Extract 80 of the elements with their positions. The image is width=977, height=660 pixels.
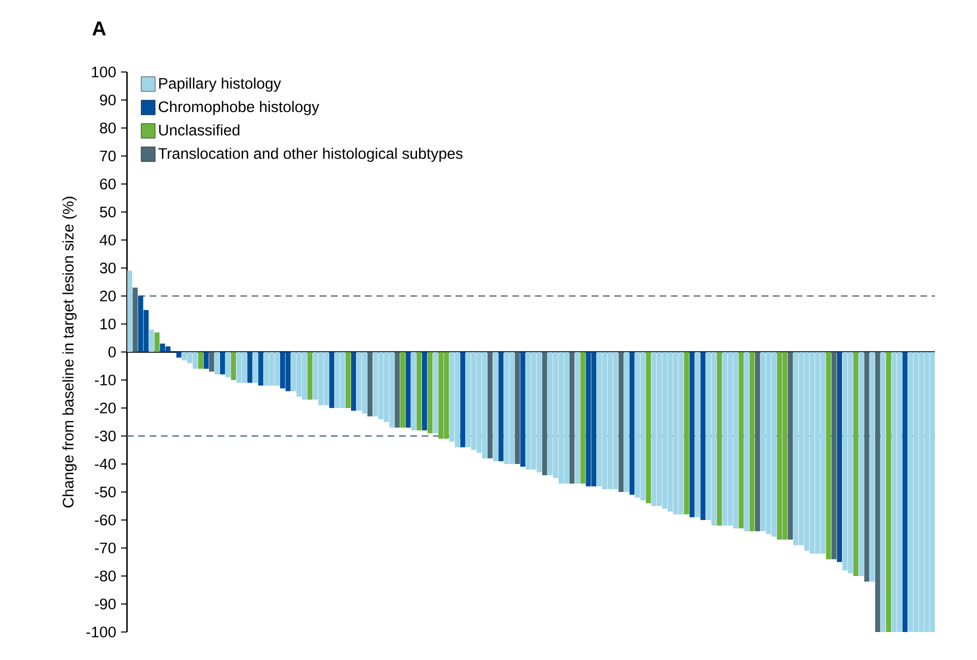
bar bbox=[432, 352, 438, 434]
legend-label: Unclassified bbox=[159, 124, 240, 136]
y-tick-label: -20 bbox=[94, 402, 116, 414]
bar bbox=[247, 352, 252, 383]
bar bbox=[738, 352, 744, 528]
bar bbox=[836, 352, 842, 562]
bar bbox=[864, 352, 870, 582]
bar bbox=[220, 352, 226, 374]
y-tick-label: -40 bbox=[94, 458, 116, 470]
y-tick-label: -60 bbox=[94, 514, 116, 526]
bar bbox=[744, 352, 750, 532]
bar bbox=[198, 352, 204, 369]
bar bbox=[750, 352, 755, 532]
bar bbox=[422, 352, 428, 430]
bar bbox=[700, 352, 706, 520]
legend-label: Papillary histology bbox=[159, 78, 282, 92]
bar bbox=[252, 352, 258, 383]
bar bbox=[574, 352, 580, 484]
legend-label: Chromophobe histology bbox=[158, 100, 320, 116]
y-tick-label: -10 bbox=[94, 374, 116, 386]
chart-title: A bbox=[92, 22, 106, 36]
bar bbox=[460, 352, 466, 448]
bar bbox=[176, 352, 182, 358]
legend-label: Translocation and other histological subtypes bbox=[158, 148, 463, 162]
bar bbox=[520, 352, 526, 467]
bar bbox=[826, 352, 832, 560]
bar bbox=[411, 352, 416, 430]
bar bbox=[258, 352, 264, 386]
y-tick-label: 50 bbox=[100, 206, 116, 218]
bar bbox=[902, 352, 908, 632]
bar bbox=[624, 352, 630, 492]
bar bbox=[209, 352, 214, 372]
bar bbox=[646, 352, 651, 504]
y-tick-label: 90 bbox=[100, 94, 116, 106]
bar bbox=[716, 352, 722, 526]
bar bbox=[416, 352, 422, 430]
bar bbox=[154, 332, 160, 352]
bar bbox=[329, 352, 334, 408]
y-tick-label: 60 bbox=[100, 178, 116, 190]
bar bbox=[886, 352, 892, 632]
bar bbox=[214, 352, 220, 374]
bar bbox=[690, 352, 695, 518]
bar bbox=[870, 352, 875, 582]
bar bbox=[427, 352, 433, 434]
bar bbox=[307, 352, 312, 400]
bar bbox=[351, 352, 356, 411]
y-tick-label: -90 bbox=[94, 598, 116, 610]
bar bbox=[684, 352, 690, 514]
y-tick-label: 80 bbox=[100, 122, 116, 134]
y-tick-label: -100 bbox=[86, 626, 116, 638]
y-tick-label: -80 bbox=[94, 570, 116, 582]
y-tick-label: 30 bbox=[100, 262, 116, 274]
y-tick-label: 70 bbox=[100, 150, 116, 162]
bar bbox=[367, 352, 372, 416]
bar bbox=[492, 352, 498, 462]
bar bbox=[149, 330, 154, 352]
y-axis-title: Change from baseline in target lesion size (%) bbox=[62, 196, 77, 508]
bar bbox=[498, 352, 504, 462]
bar bbox=[204, 352, 209, 369]
bar bbox=[858, 352, 864, 576]
bar bbox=[580, 352, 586, 484]
y-tick-label: 10 bbox=[100, 318, 116, 330]
y-tick-label: -30 bbox=[94, 430, 116, 442]
y-tick-label: -70 bbox=[94, 542, 116, 554]
bar bbox=[853, 352, 858, 576]
bar bbox=[394, 352, 400, 428]
bar bbox=[880, 352, 886, 632]
bar bbox=[127, 270, 132, 352]
y-tick-label: 100 bbox=[92, 66, 116, 78]
bar bbox=[346, 352, 351, 408]
y-tick-label: 40 bbox=[100, 234, 116, 246]
y-tick-label: 0 bbox=[108, 346, 116, 358]
bar bbox=[225, 352, 231, 378]
y-tick-label: -50 bbox=[94, 486, 116, 498]
y-tick-label: 20 bbox=[100, 290, 116, 302]
bar bbox=[230, 352, 236, 380]
bar bbox=[406, 352, 411, 428]
bar bbox=[400, 352, 406, 428]
bar bbox=[629, 352, 635, 495]
bar bbox=[694, 352, 700, 518]
